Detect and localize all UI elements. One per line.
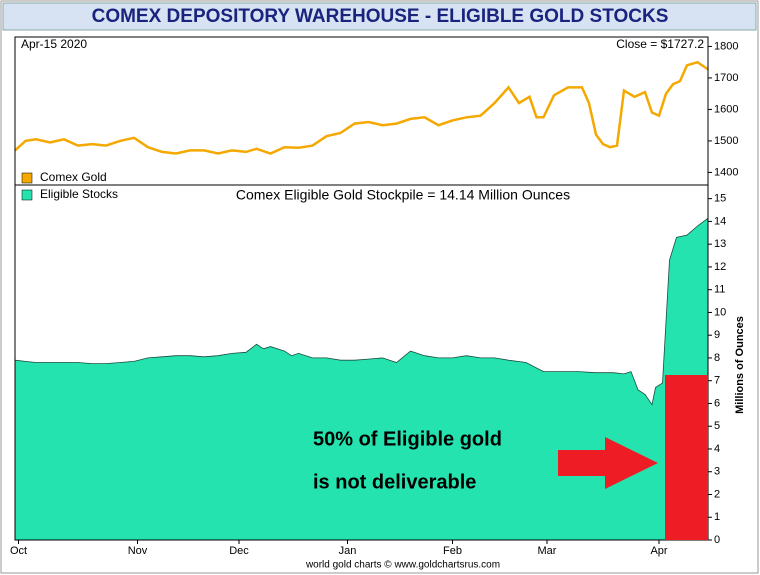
y-tick-label: 1700 [714,72,738,84]
panel-border [14,36,709,541]
footer: world gold charts © www.goldchartsrus.co… [305,560,500,571]
x-tick-label: Nov [128,545,148,557]
chart-title: COMEX DEPOSITORY WAREHOUSE - ELIGIBLE GO… [92,6,669,27]
x-tick-label: Jan [339,545,357,557]
y-tick-label: 15 [714,193,726,205]
y-tick-label: 5 [714,420,720,432]
y-tick-label: 6 [714,397,720,409]
plot-area: 1400150016001700180001234567891011121314… [10,40,739,557]
y-tick-label: 1500 [714,135,738,147]
arrow [558,437,658,489]
x-tick-label: Mar [538,545,557,557]
y-tick-label: 10 [714,306,726,318]
y-tick-label: 4 [714,443,720,455]
y-tick-label: 1400 [714,166,738,178]
x-tick-label: Dec [229,545,249,557]
y-tick-label: 0 [714,534,720,546]
y-tick-label: 13 [714,238,726,250]
legend-label: Comex Gold [40,170,107,184]
y-tick-label: 8 [714,352,720,364]
y-tick-label: 1 [714,511,720,523]
y-tick-label: 12 [714,261,726,273]
legend-swatch [21,172,33,184]
y-tick-label: 1800 [714,40,738,52]
annotation: 50% of Eligible gold [313,428,502,450]
x-tick-label: Apr [650,545,667,557]
x-tick-label: Feb [443,545,462,557]
y-tick-label: 1600 [714,103,738,115]
annotation: Apr-15 2020 [21,37,87,51]
y-tick-label: 14 [714,215,726,227]
area-edge [14,217,709,406]
subtitle: Comex Eligible Gold Stockpile = 14.14 Mi… [236,187,570,203]
y-tick-label: 7 [714,375,720,387]
y-axis-label: Millions of Ounces [734,316,746,414]
y-tick-label: 3 [714,466,720,478]
highlight-box [665,375,708,540]
area [15,218,708,540]
line [14,60,709,155]
annotation: Close = $1727.2 [616,37,704,51]
legend-swatch [21,189,33,201]
legend-label: Eligible Stocks [40,187,118,201]
y-tick-label: 11 [714,284,725,296]
y-tick-label: 2 [714,488,720,500]
title-bar [2,2,757,31]
x-tick-label: Oct [10,545,27,557]
annotation: is not deliverable [313,471,476,493]
y-tick-label: 9 [714,329,720,341]
